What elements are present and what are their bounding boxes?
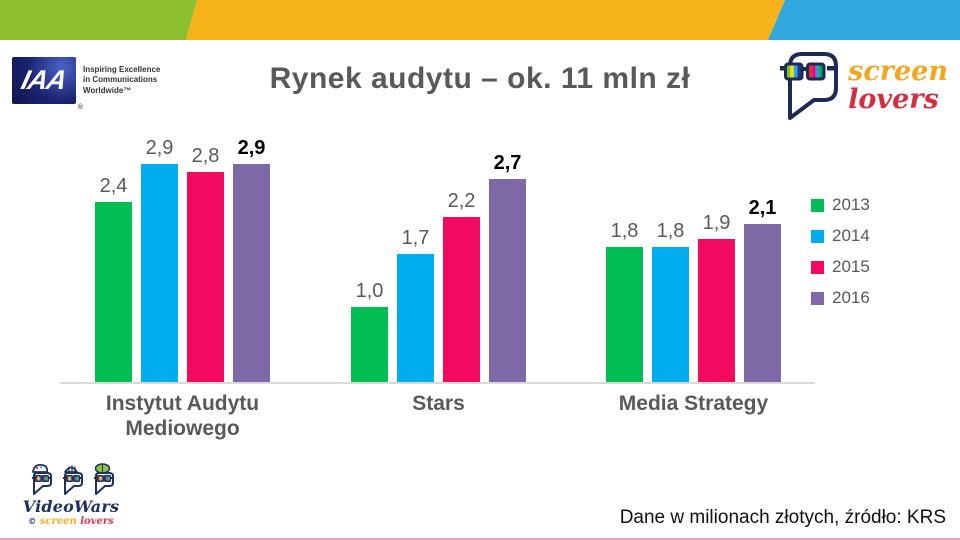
slide-title: Rynek audytu – ok. 11 mln zł [269, 62, 691, 95]
screenlovers-word-screen: screen [848, 56, 948, 88]
value-label-2015-0: 2,8 [191, 145, 220, 167]
value-label-2016-2: 2,1 [748, 197, 777, 219]
value-label-2015-1: 2,2 [447, 190, 476, 212]
bottom-accent-line [0, 538, 960, 540]
value-label-2013-1: 1,0 [355, 280, 384, 302]
videowars-subline: © screen lovers [16, 516, 126, 527]
iaa-tagline-line3: Worldwide™ [83, 85, 132, 95]
value-label-2013-0: 2,4 [99, 175, 128, 197]
band-blue-segment [768, 0, 960, 40]
screenlovers-logo: screen lovers [776, 50, 948, 122]
legend-swatch-2014 [811, 229, 824, 243]
videowars-glasses-dome-icon [63, 465, 83, 495]
x-axis-line [60, 382, 815, 384]
legend-label-2015: 2015 [832, 257, 870, 276]
category-label-1: Stars [412, 392, 465, 415]
legend-label-2016: 2016 [832, 288, 870, 307]
value-label-2014-1: 1,7 [401, 227, 430, 249]
legend-label-2013: 2013 [832, 195, 870, 214]
videowars-glasses-cap-icon [32, 463, 52, 495]
bar-2015-2 [698, 239, 735, 382]
band-yellow-segment [186, 0, 785, 40]
legend-item-2015: 2015 [811, 256, 870, 278]
band-green-segment [0, 0, 197, 40]
copyright-mark: © [28, 516, 37, 526]
bar-2014-2 [652, 247, 689, 382]
iaa-tagline-line1: Inspiring Excellence [83, 64, 161, 74]
value-label-2013-2: 1,8 [610, 220, 639, 242]
value-label-2015-2: 1,9 [702, 212, 731, 234]
bar-2013-0 [95, 202, 132, 382]
videowars-wordmark: VideoWars [22, 497, 120, 516]
legend-label-2014: 2014 [832, 226, 870, 245]
iaa-tagline-line2: in Communications [83, 75, 158, 85]
screenlovers-word-lovers: lovers [848, 84, 939, 115]
bar-2013-1 [351, 307, 388, 382]
category-label-0: Instytut Audytu Mediowego [105, 392, 260, 440]
iaa-logo: IAA ® Inspiring Excellence in Communicat… [12, 57, 160, 111]
bar-2015-1 [443, 217, 480, 382]
legend-swatch-2015 [811, 260, 824, 274]
bar-2014-0 [141, 164, 178, 382]
iaa-logo-mark: IAA ® [12, 57, 83, 111]
videowars-glasses-brain-icon [94, 463, 114, 495]
registered-mark: ® [77, 104, 83, 111]
legend-item-2016: 2016 [811, 287, 870, 309]
videowars-icons [16, 462, 126, 496]
bar-2014-1 [397, 254, 434, 382]
bar-2013-2 [606, 247, 643, 382]
top-color-band [0, 0, 960, 40]
legend-item-2013: 2013 [811, 194, 870, 216]
videowars-sub-screen: screen [39, 516, 77, 527]
videowars-sub-lovers: lovers [80, 516, 114, 527]
videowars-logo: VideoWars © screen lovers [16, 462, 126, 527]
category-label-2: Media Strategy [618, 392, 769, 415]
legend-swatch-2013 [811, 198, 824, 212]
value-label-2014-2: 1,8 [656, 220, 685, 242]
screenlovers-wordmark: screen lovers [848, 58, 948, 113]
legend-item-2014: 2014 [811, 225, 870, 247]
bar-2016-2 [744, 224, 781, 382]
data-source-caption: Dane w milionach złotych, źródło: KRS [619, 507, 946, 528]
sunglasses-speech-bubble-icon [780, 52, 839, 120]
value-label-2014-0: 2,9 [145, 137, 174, 159]
bar-2016-0 [233, 164, 270, 382]
value-label-2016-1: 2,7 [493, 152, 522, 174]
value-label-2016-0: 2,9 [237, 137, 266, 159]
chart-legend: 2013 2014 2015 2016 [811, 194, 870, 318]
bar-2015-0 [187, 172, 224, 382]
legend-swatch-2016 [811, 291, 824, 305]
iaa-tagline: Inspiring Excellence in Communications W… [83, 65, 160, 96]
bar-2016-1 [489, 179, 526, 382]
